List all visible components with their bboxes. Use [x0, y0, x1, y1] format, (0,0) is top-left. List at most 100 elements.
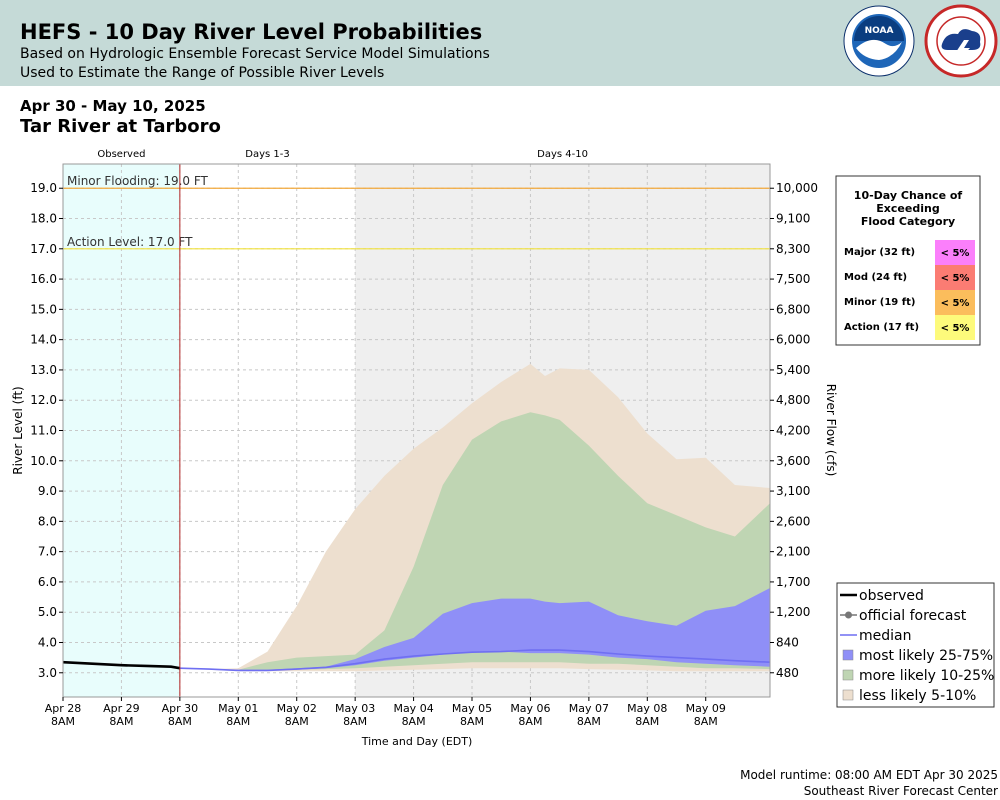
y-tick-label: 5.0 — [38, 605, 57, 619]
flow-tick-label: 2,600 — [776, 514, 810, 528]
period-label: Days 1-3 — [245, 149, 289, 160]
flood-table-title: Exceeding — [876, 202, 939, 215]
period-label: Observed — [97, 149, 145, 160]
flood-table-swatch — [935, 265, 975, 290]
legend-label: median — [859, 628, 911, 644]
flow-tick-label: 10,000 — [776, 181, 818, 195]
x-tick-label: May 09 — [686, 702, 726, 715]
flow-tick-label: 3,100 — [776, 484, 810, 498]
flow-tick-label: 5,400 — [776, 363, 810, 377]
flow-tick-label: 6,800 — [776, 302, 810, 316]
flood-table-value: < 5% — [941, 323, 970, 334]
y-tick-label: 8.0 — [38, 514, 57, 528]
x-tick-label: Apr 28 — [45, 702, 82, 715]
x-tick-label-time: 8AM — [168, 715, 192, 728]
x-tick-label: May 03 — [335, 702, 375, 715]
legend-label: most likely 25-75% — [859, 648, 993, 664]
y-tick-label: 3.0 — [38, 666, 57, 680]
y-tick-label: 4.0 — [38, 635, 57, 649]
y-tick-label: 11.0 — [30, 424, 57, 438]
svg-text:NOAA: NOAA — [865, 26, 894, 36]
forecast-center: Southeast River Forecast Center — [803, 784, 998, 798]
flow-tick-label: 8,300 — [776, 242, 810, 256]
page-subtitle-2: Used to Estimate the Range of Possible R… — [20, 65, 385, 81]
x-tick-label-time: 8AM — [460, 715, 484, 728]
x-tick-label: May 06 — [510, 702, 550, 715]
y-tick-label: 12.0 — [30, 393, 57, 407]
x-tick-label: May 02 — [277, 702, 317, 715]
flood-table-row-label: Action (17 ft) — [844, 322, 919, 333]
x-tick-label-time: 8AM — [226, 715, 250, 728]
legend-label: less likely 5-10% — [859, 688, 976, 704]
x-tick-label: May 04 — [393, 702, 433, 715]
flood-table-title: Flood Category — [861, 215, 955, 228]
nws-logo-icon — [924, 4, 998, 78]
flow-tick-label: 4,800 — [776, 393, 810, 407]
band-more-likely-10-25- — [179, 412, 770, 671]
x-tick-label: May 01 — [218, 702, 258, 715]
flow-tick-label: 7,500 — [776, 272, 810, 286]
legend-swatch — [842, 689, 854, 701]
x-tick-label: May 07 — [569, 702, 609, 715]
y-axis-title: River Level (ft) — [11, 386, 25, 474]
threshold-label: Minor Flooding: 19.0 FT — [67, 174, 209, 188]
x-tick-label: May 08 — [627, 702, 667, 715]
threshold-label: Action Level: 17.0 FT — [67, 235, 193, 249]
location-name: Tar River at Tarboro — [20, 116, 221, 137]
x-tick-label-time: 8AM — [694, 715, 718, 728]
page-subtitle: Based on Hydrologic Ensemble Forecast Se… — [20, 46, 490, 62]
y-tick-label: 9.0 — [38, 484, 57, 498]
flood-table-row-label: Mod (24 ft) — [844, 272, 907, 283]
x-tick-label-time: 8AM — [51, 715, 75, 728]
y-tick-label: 16.0 — [30, 272, 57, 286]
y-tick-label: 10.0 — [30, 454, 57, 468]
flow-tick-label: 1,700 — [776, 575, 810, 589]
legend-swatch — [842, 649, 854, 661]
y-tick-label: 17.0 — [30, 242, 57, 256]
flood-table-swatch — [935, 290, 975, 315]
flood-table-row-label: Minor (19 ft) — [844, 297, 915, 308]
y-tick-label: 6.0 — [38, 575, 57, 589]
y-tick-label: 13.0 — [30, 363, 57, 377]
flow-tick-label: 9,100 — [776, 212, 810, 226]
flood-table-swatch — [935, 315, 975, 340]
x-axis-title: Time and Day (EDT) — [361, 735, 473, 748]
x-tick-label-time: 8AM — [285, 715, 309, 728]
median-line — [179, 649, 771, 672]
x-tick-label-time: 8AM — [577, 715, 601, 728]
header-banner: HEFS - 10 Day River Level Probabilities … — [0, 0, 1000, 86]
legend-label: official forecast — [859, 608, 967, 624]
date-range: Apr 30 - May 10, 2025 — [20, 97, 206, 115]
x-tick-label: May 05 — [452, 702, 492, 715]
legend-label: observed — [859, 588, 924, 604]
flow-tick-label: 4,200 — [776, 424, 810, 438]
flood-table-swatch — [935, 240, 975, 265]
flow-tick-label: 3,600 — [776, 454, 810, 468]
x-tick-label-time: 8AM — [635, 715, 659, 728]
x-tick-label: Apr 29 — [103, 702, 140, 715]
flow-tick-label: 480 — [776, 666, 799, 680]
y-tick-label: 7.0 — [38, 545, 57, 559]
flood-table-value: < 5% — [941, 248, 970, 259]
x-tick-label-time: 8AM — [109, 715, 133, 728]
flow-tick-label: 840 — [776, 635, 799, 649]
observed-line — [62, 660, 181, 670]
x-tick-label-time: 8AM — [518, 715, 542, 728]
legend-label: more likely 10-25% — [859, 668, 994, 684]
flow-tick-label: 1,200 — [776, 605, 810, 619]
x-tick-label-time: 8AM — [343, 715, 367, 728]
model-runtime: Model runtime: 08:00 AM EDT Apr 30 2025 — [740, 768, 998, 782]
y-tick-label: 14.0 — [30, 333, 57, 347]
noaa-logo-icon: NOAA — [843, 5, 915, 77]
flood-table-row-label: Major (32 ft) — [844, 247, 915, 258]
y-tick-label: 19.0 — [30, 181, 57, 195]
flood-table-value: < 5% — [941, 273, 970, 284]
y-axis-title-right: River Flow (cfs) — [824, 384, 838, 477]
x-tick-label: Apr 30 — [162, 702, 199, 715]
flood-table-title: 10-Day Chance of — [854, 189, 963, 202]
y-tick-label: 15.0 — [30, 302, 57, 316]
legend-swatch — [842, 669, 854, 681]
river-level-chart: Observed Days 1-3 Days 4-10 Minor Flooding:… — [11, 149, 995, 748]
flow-tick-label: 6,000 — [776, 333, 810, 347]
page-title: HEFS - 10 Day River Level Probabilities — [20, 20, 483, 44]
